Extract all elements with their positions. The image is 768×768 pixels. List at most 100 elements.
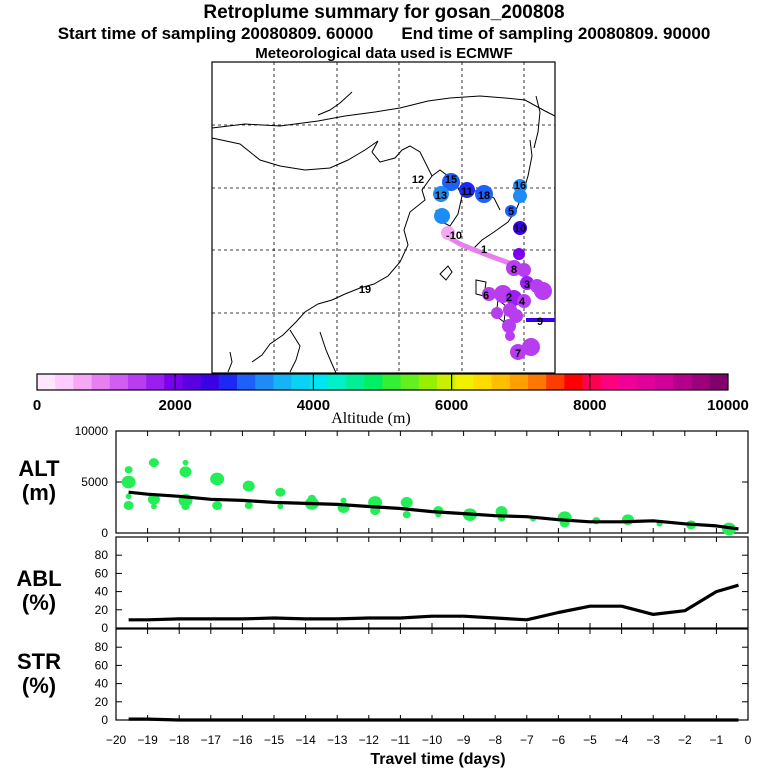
abl-axis-label: ABL (%) bbox=[4, 567, 74, 615]
x-tick-label: −20 bbox=[106, 733, 127, 747]
plume-day-label: 4 bbox=[519, 296, 526, 308]
colorbar-swatch bbox=[509, 374, 529, 390]
x-tick-label: −9 bbox=[457, 733, 471, 747]
plume-day-label: 3 bbox=[524, 279, 530, 291]
altitude-cluster-point bbox=[400, 497, 413, 508]
altitude-cluster-point bbox=[557, 511, 572, 524]
stratosphere-panel: 0 20 40 60 80 bbox=[95, 628, 749, 727]
altitude-panel: 0 5000 10000 bbox=[75, 424, 749, 540]
x-tick-label: −1 bbox=[710, 733, 724, 747]
plume-day-label: 13 bbox=[435, 190, 447, 202]
altitude-cluster-point bbox=[275, 487, 286, 497]
altitude-cluster-point bbox=[181, 502, 190, 511]
plume-day-label: 16 bbox=[514, 180, 526, 192]
y-tick-label: 40 bbox=[95, 677, 109, 691]
colorbar-swatch bbox=[709, 374, 729, 390]
plume-cluster-dot bbox=[513, 179, 527, 193]
y-tick-label: 20 bbox=[95, 695, 109, 709]
plume-day-label: 8 bbox=[511, 264, 517, 276]
colorbar-swatch bbox=[400, 374, 420, 390]
x-tick-label: −11 bbox=[391, 733, 411, 747]
met-data-label: Meteorological data used is ECMWF bbox=[255, 45, 513, 62]
plume-cluster-dot bbox=[513, 189, 527, 203]
plume-cluster-dot bbox=[491, 307, 503, 319]
y-tick-label: 80 bbox=[95, 640, 109, 654]
plume-day-label: 15 bbox=[445, 174, 457, 186]
colorbar-tick-label: 2000 bbox=[159, 397, 192, 414]
y-tick-label: 0 bbox=[101, 526, 108, 540]
plume-cluster-dot bbox=[517, 263, 531, 277]
panel-label-line: STR bbox=[17, 649, 61, 674]
altitude-cluster-point bbox=[210, 472, 225, 486]
x-tick-label: −15 bbox=[264, 733, 285, 747]
x-axis-title: Travel time (days) bbox=[370, 751, 505, 768]
colorbar-swatch bbox=[346, 374, 365, 390]
colorbar-swatch bbox=[91, 374, 111, 390]
colorbar-swatch bbox=[691, 374, 711, 390]
altitude-cluster-point bbox=[244, 501, 253, 510]
map-frame bbox=[211, 61, 556, 374]
colorbar-tick-labels: 0 2000 4000 6000 8000 10000 bbox=[33, 397, 749, 414]
altitude-cluster-point bbox=[307, 494, 316, 502]
altitude-cluster-point bbox=[124, 466, 133, 474]
plume-day-label: 19 bbox=[359, 284, 371, 296]
mean-altitude-line bbox=[128, 490, 739, 531]
panel-frame bbox=[115, 628, 749, 721]
plume-day-label: 18 bbox=[478, 190, 490, 202]
y-tick-label: 0 bbox=[101, 621, 108, 635]
plume-day-label: 2 bbox=[506, 292, 512, 304]
colorbar-swatch bbox=[273, 374, 292, 390]
colorbar-swatch bbox=[127, 374, 147, 390]
plume-day-label: 6 bbox=[483, 290, 489, 302]
altitude-cluster-point bbox=[148, 458, 159, 468]
sampling-times: Start time of sampling 20080809. 60000 En… bbox=[0, 24, 768, 44]
colorbar-swatch bbox=[618, 374, 638, 390]
colorbar-swatch bbox=[182, 374, 201, 390]
y-tick-label: 80 bbox=[95, 548, 109, 562]
map-gridlines bbox=[212, 62, 555, 373]
altitude-cluster-point bbox=[179, 466, 192, 478]
x-tick-label: −12 bbox=[359, 733, 380, 747]
colorbar-swatch bbox=[200, 374, 220, 390]
colorbar-swatch bbox=[255, 374, 274, 390]
plume-day-label: 1 bbox=[481, 244, 487, 256]
plume-cluster-dot bbox=[509, 309, 523, 323]
panel-label-line: (%) bbox=[21, 590, 57, 615]
colorbar-swatch bbox=[473, 374, 492, 390]
plume-cluster-dot bbox=[441, 226, 455, 240]
x-tick-label: −10 bbox=[422, 733, 443, 747]
colorbar-swatch bbox=[237, 374, 256, 390]
plume-day-label: 5 bbox=[508, 206, 514, 218]
plume-cluster-dot bbox=[513, 221, 527, 235]
panel-label-line: (m) bbox=[21, 480, 57, 505]
plume-clusters bbox=[433, 173, 552, 360]
x-tick-label: −19 bbox=[137, 733, 158, 747]
plume-cluster-dot bbox=[505, 331, 515, 341]
abl-panel: 0 20 40 60 80 bbox=[95, 536, 749, 635]
colorbar-swatch bbox=[291, 374, 311, 390]
plume-cluster-dot bbox=[434, 208, 450, 224]
colorbar-outline bbox=[36, 373, 729, 391]
colorbar-swatch bbox=[546, 374, 565, 390]
x-tick-label: −6 bbox=[552, 733, 566, 747]
colorbar-swatch bbox=[491, 374, 511, 390]
altitude-cluster-point bbox=[147, 493, 160, 505]
colorbar-swatch bbox=[146, 374, 165, 390]
colorbar-swatch bbox=[218, 374, 238, 390]
altitude-cluster-point bbox=[242, 480, 255, 492]
plot-title: Retroplume summary for gosan_200808 bbox=[203, 2, 565, 23]
abl-fraction-line bbox=[128, 583, 739, 622]
plume-cluster-dot bbox=[534, 282, 552, 300]
panel-label-line: ALT bbox=[18, 456, 60, 481]
y-tick-label: 60 bbox=[95, 566, 109, 580]
x-tick-label: −7 bbox=[520, 733, 534, 747]
x-tick-label: −2 bbox=[678, 733, 692, 747]
colorbar-swatch bbox=[437, 374, 456, 390]
colorbar-title: Altitude (m) bbox=[331, 410, 411, 427]
colorbar-tick-label: 0 bbox=[33, 397, 41, 414]
y-tick-label: 60 bbox=[95, 658, 109, 672]
plume-cluster-dot bbox=[513, 248, 525, 260]
plume-cluster-dot bbox=[505, 205, 517, 217]
plume-cluster-dot bbox=[522, 338, 540, 356]
